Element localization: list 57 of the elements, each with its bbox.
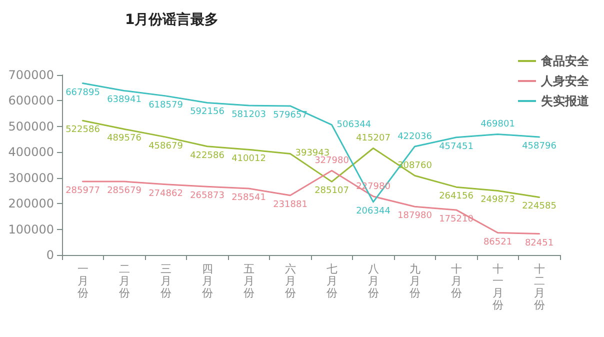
data-label: 469801: [480, 120, 515, 130]
x-tick-label: 十二月份: [534, 262, 545, 312]
data-label: 285679: [107, 186, 142, 196]
data-label: 506344: [336, 120, 372, 130]
data-label: 458796: [522, 142, 557, 152]
x-tick-label: 三月份: [160, 262, 172, 300]
data-label: 522586: [66, 125, 100, 136]
y-tick-label: 100000: [8, 222, 54, 236]
data-label: 667895: [66, 88, 100, 98]
x-tick-label: 八月份: [368, 262, 379, 300]
legend-label: 人身安全: [540, 74, 590, 88]
x-tick-label: 四月份: [202, 262, 213, 300]
legend-label: 食品安全: [540, 54, 590, 68]
data-label: 489576: [107, 134, 142, 144]
data-label: 579657: [273, 110, 308, 120]
y-tick-label: 600000: [8, 94, 54, 108]
data-label: 581203: [232, 110, 266, 120]
data-label: 258541: [232, 193, 266, 204]
x-tick-label: 七月份: [326, 262, 338, 300]
data-label: 82451: [524, 238, 554, 248]
data-label: 274862: [148, 188, 183, 199]
data-label: 264156: [439, 192, 474, 202]
data-label: 618579: [148, 100, 184, 110]
data-label: 415207: [356, 134, 390, 144]
y-tick-label: 0: [46, 248, 54, 262]
x-tick-label: 十月份: [450, 262, 462, 300]
x-tick-label: 六月份: [284, 262, 296, 300]
data-label: 457451: [439, 142, 474, 152]
x-tick-label: 二月份: [118, 262, 130, 300]
x-tick-label: 一月份: [77, 262, 88, 300]
y-tick-label: 300000: [8, 170, 54, 185]
legend-label: 失实报道: [541, 94, 590, 108]
data-label: 285107: [314, 186, 349, 196]
data-label: 422036: [398, 132, 432, 142]
data-label: 206344: [356, 206, 391, 216]
data-label: 638941: [107, 95, 142, 106]
x-tick-label: 五月份: [243, 262, 254, 300]
data-label: 285977: [66, 186, 100, 196]
y-tick-label: 700000: [8, 68, 54, 82]
y-tick-label: 500000: [8, 119, 54, 134]
data-label: 327980: [314, 156, 350, 166]
data-label: 592156: [190, 107, 225, 118]
data-label: 86521: [483, 237, 512, 248]
data-label: 422586: [190, 150, 225, 161]
data-label: 175210: [439, 214, 474, 224]
data-label: 224585: [522, 202, 556, 212]
x-tick-label: 九月份: [409, 262, 420, 300]
y-tick-label: 200000: [8, 196, 54, 211]
data-label: 249873: [480, 195, 515, 206]
data-label: 187980: [398, 211, 432, 222]
y-tick-label: 400000: [8, 145, 54, 160]
data-label: 231881: [273, 200, 308, 210]
data-label: 410012: [232, 154, 266, 164]
data-label: 458679: [148, 142, 184, 152]
chart-title: 1月份谣言最多: [125, 11, 219, 28]
x-tick-label: 十一月份: [492, 262, 504, 312]
data-label: 265873: [190, 191, 224, 202]
